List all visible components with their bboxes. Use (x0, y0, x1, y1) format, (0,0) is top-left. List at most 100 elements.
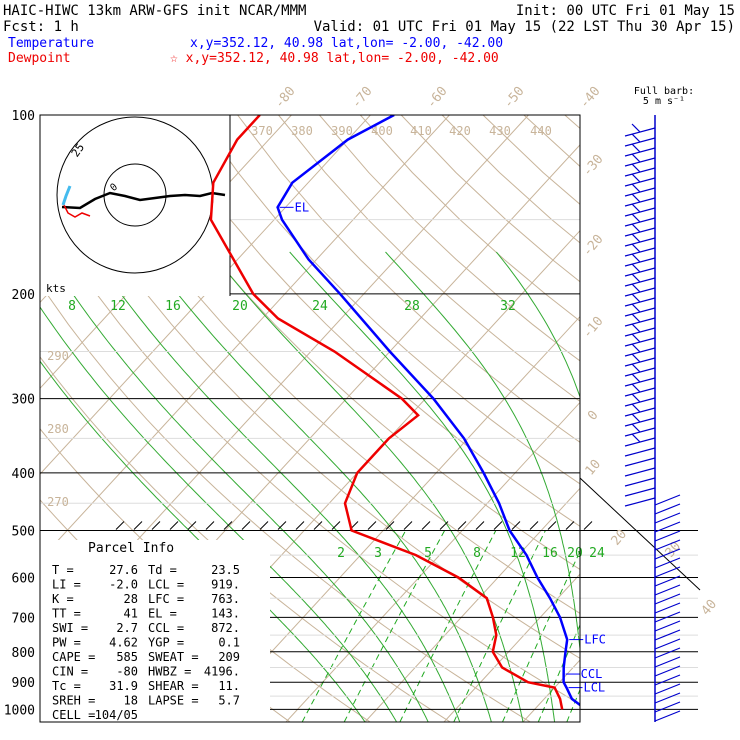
wind-barb (654, 602, 681, 614)
parcel-key: LAPSE = (148, 694, 199, 708)
parcel-value: 104/05 (95, 708, 138, 722)
parcel-key: LI = (52, 578, 81, 592)
parcel-key: SHEAR = (148, 679, 199, 693)
hatch-mark (151, 521, 161, 530)
hatch-mark (187, 521, 197, 530)
hatch-mark (241, 521, 251, 530)
wind-barb (654, 557, 681, 569)
wind-barb (654, 539, 681, 551)
wind-barb (654, 674, 681, 686)
level-marker-label: CCL (581, 667, 603, 681)
wind-barb-flag (631, 373, 641, 383)
pressure-tick-label: 1000 (4, 703, 35, 718)
pressure-tick-label: 700 (12, 611, 35, 626)
header-valid: Valid: 01 UTC Fri 01 May 15 (22 LST Thu … (314, 19, 735, 35)
level-marker-label: EL (295, 200, 309, 214)
wind-barb-flag (631, 323, 641, 333)
barb-panel-title: Full barb: (634, 86, 694, 97)
wind-barb-flag (631, 183, 641, 193)
moist-adiabat-lines (40, 251, 740, 722)
isotherm-label: -40 (577, 84, 604, 112)
mixing-ratio-label: 20 (232, 299, 248, 314)
temperature-trace (276, 115, 580, 707)
mixing-ratio-label: 8 (473, 546, 481, 561)
hatch-mark (493, 521, 503, 530)
level-marker-label: LFC (584, 633, 606, 647)
parcel-key: CELL = (52, 708, 95, 722)
isotherm-line (40, 115, 450, 561)
isotherm-label: -80 (272, 84, 299, 112)
dry-adiabat-line (319, 115, 580, 362)
mixing-ratio-label: 8 (68, 299, 76, 314)
hatch-mark (529, 521, 539, 530)
wind-barb (654, 683, 681, 695)
theta-label: 370 (251, 124, 273, 138)
wind-barb-flag (631, 303, 641, 313)
parcel-key: LCL = (148, 578, 184, 592)
wind-barb-flag (631, 363, 641, 373)
wind-barb (654, 593, 681, 605)
parcel-key: PW = (52, 636, 81, 650)
dry-adiabat-line (237, 115, 580, 443)
dry-adiabat-line (359, 115, 580, 322)
wind-barb (654, 548, 681, 560)
hatch-mark (421, 521, 431, 530)
hatch-mark (565, 521, 575, 530)
isotherm-line (206, 315, 580, 722)
parcel-key: CIN = (52, 665, 88, 679)
wind-barb-flag (631, 143, 641, 153)
hodograph-units: kts (46, 282, 66, 295)
wind-barb-flag (631, 243, 641, 253)
wind-barb-flag (631, 133, 641, 143)
isotherm-label: -10 (580, 314, 607, 342)
parcel-value: 0.1 (218, 636, 240, 650)
parcel-value: 143. (211, 607, 240, 621)
mixing-ratio-label: 12 (510, 546, 526, 561)
dry-adiabat-line (278, 115, 580, 402)
wind-barb (654, 575, 681, 587)
dry-adiabat-line (400, 115, 580, 283)
pressure-tick-label: 200 (12, 288, 35, 303)
wind-barb (654, 512, 681, 524)
temperature-location: x,y=352.12, 40.98 lat,lon= -2.00, -42.00 (190, 36, 503, 51)
dry-adiabat-line (482, 115, 580, 206)
mixing-ratio-line (502, 550, 580, 722)
moist-adiabat-line (145, 251, 492, 722)
dewpoint-trace (209, 115, 564, 710)
mixing-ratio-line (566, 688, 580, 722)
dry-adiabat-line (647, 115, 740, 722)
hatch-mark (511, 521, 521, 530)
isotherm-label: -70 (349, 84, 376, 112)
wind-barb-flag (631, 273, 641, 283)
isotherm-line (285, 401, 580, 722)
dry-adiabat-line (114, 115, 580, 571)
pressure-axis-labels: 100 200 300 400 500 600 700 800 900 1000 (4, 109, 35, 718)
wind-barb-flag (631, 333, 641, 343)
hatch-mark (277, 521, 287, 530)
hatch-mark (331, 521, 341, 530)
hatch-mark (583, 521, 593, 530)
pressure-tick-label: 600 (12, 572, 35, 587)
moist-adiabat-line (713, 252, 740, 722)
wind-barb (654, 638, 681, 650)
wind-barb (654, 584, 681, 596)
isotherm-line (602, 115, 740, 722)
moist-adiabat-line (385, 251, 580, 654)
isotherm-label: -20 (580, 232, 607, 260)
dry-adiabat-line (196, 115, 580, 485)
mixing-ratio-line (453, 530, 546, 722)
hatch-mark (403, 521, 413, 530)
wind-barb-flag (631, 223, 641, 233)
theta-label: 380 (291, 124, 313, 138)
hatch-mark (313, 521, 323, 530)
mixing-ratio-label: 28 (404, 299, 420, 314)
theta-label: 400 (371, 124, 393, 138)
wind-barb-flag (631, 423, 641, 433)
parcel-value: 209 (218, 650, 240, 664)
hodograph-trace-base (61, 185, 72, 206)
temperature-legend-label: Temperature (8, 36, 94, 51)
wind-barb (654, 521, 681, 533)
wind-barb (654, 503, 681, 515)
hodograph-label-inner: 0 (108, 182, 120, 194)
